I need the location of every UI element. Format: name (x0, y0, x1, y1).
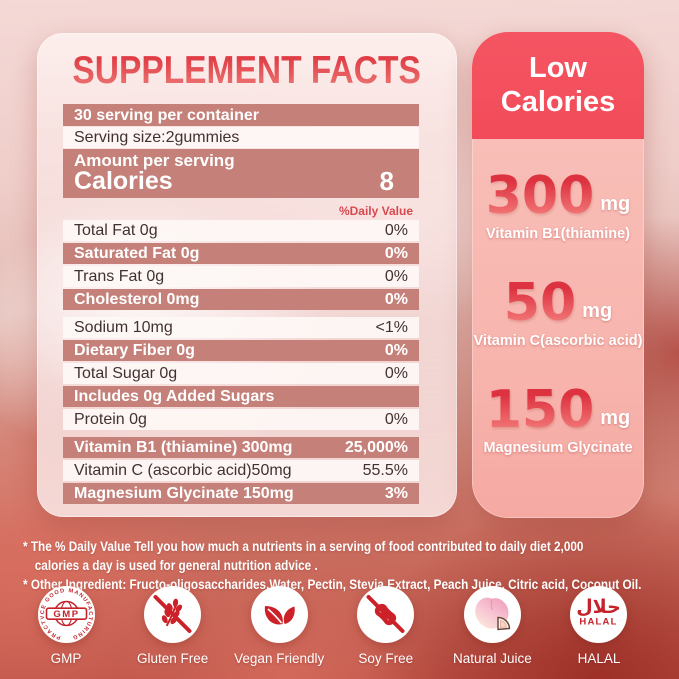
natural-juice-icon (463, 586, 521, 643)
stat-value: 150 (485, 380, 595, 440)
nutrient-label: Vitamin B1 (thiamine) 300mg (74, 439, 293, 456)
badge-label: GMP (50, 651, 82, 666)
badge-gluten-free: Gluten Free (125, 586, 221, 666)
nutrient-row-trans-fat: Trans Fat 0g 0% (63, 266, 419, 287)
serving-size-label: Serving size:2gummies (74, 129, 240, 146)
stat-label: Vitamin B1(thiamine) (486, 226, 630, 242)
low-calories-title: Low Calories (500, 52, 616, 118)
vegan-friendly-icon (250, 586, 308, 643)
stat-value: 300 (485, 166, 595, 226)
badge-vegan-friendly: Vegan Friendly (231, 586, 327, 666)
footnote-daily-value-line1: * The % Daily Value Tell you how much a … (23, 538, 584, 554)
gluten-free-icon (144, 586, 202, 643)
svg-text:HALAL: HALAL (580, 617, 618, 628)
stat-unit: mg (600, 193, 631, 215)
page-title: SUPPLEMENT FACTS (72, 49, 422, 92)
nutrient-value: 0% (384, 268, 408, 285)
stat-vitamin-c: 50 mg Vitamin C(ascorbic acid) (473, 273, 643, 349)
badge-label: Gluten Free (136, 651, 209, 666)
low-calories-header: Low Calories (472, 32, 644, 139)
nutrient-label: Total Sugar 0g (74, 365, 178, 382)
nutrient-row-added-sugars: Includes 0g Added Sugars (63, 386, 419, 407)
supplement-facts-panel: SUPPLEMENT FACTS 30 serving per containe… (37, 33, 457, 517)
stat-value: 50 (503, 273, 577, 333)
svg-text:حلال: حلال (577, 596, 622, 618)
stat-unit: mg (600, 407, 631, 429)
nutrient-value: <1% (375, 319, 408, 336)
amount-per-serving-block: Amount per serving Calories (74, 151, 235, 195)
nutrient-label: Trans Fat 0g (74, 268, 165, 285)
badge-label: Vegan Friendly (234, 651, 325, 666)
stat-vitamin-b1: 300 mg Vitamin B1(thiamine) (485, 166, 631, 242)
nutrient-row-dietary-fiber: Dietary Fiber 0g 0% (63, 340, 419, 361)
stat-magnesium-glycinate: 150 mg Magnesium Glycinate (483, 380, 633, 456)
nutrient-value: 0% (384, 342, 408, 359)
calories-value: 8 (379, 166, 394, 196)
badge-natural-juice: Natural Juice (444, 586, 540, 666)
nutrient-row-sodium: Sodium 10mg <1% (63, 317, 419, 338)
nutrient-row-magnesium-glycinate: Magnesium Glycinate 150mg 3% (63, 483, 419, 504)
nutrient-value: 0% (384, 411, 408, 428)
facts-table: 30 serving per container Serving size:2g… (63, 104, 419, 506)
calories-label: Calories (74, 167, 173, 195)
soy-free-icon (357, 586, 415, 643)
badge-label: Soy Free (358, 651, 414, 666)
nutrient-label: Magnesium Glycinate 150mg (74, 485, 294, 502)
certification-badges: PRACTVCE GOOD MANUFACTURING GMP GMP (0, 586, 679, 666)
nutrient-label: Sodium 10mg (74, 319, 173, 336)
nutrient-row-total-sugar: Total Sugar 0g 0% (63, 363, 419, 384)
nutrient-row-protein: Protein 0g 0% (63, 409, 419, 430)
nutrient-value: 0% (384, 222, 408, 239)
nutrient-row-vitamin-b1: Vitamin B1 (thiamine) 300mg 25,000% (63, 437, 419, 458)
low-calories-panel: Low Calories 300 mg Vitamin B1(thiamine)… (472, 32, 644, 518)
nutrient-label: Total Fat 0g (74, 222, 158, 239)
nutrient-label: Cholesterol 0mg (74, 291, 200, 308)
servings-per-container-label: 30 serving per container (74, 106, 259, 124)
gmp-seal-icon: PRACTVCE GOOD MANUFACTURING GMP (37, 586, 95, 643)
nutrient-label: Includes 0g Added Sugars (74, 388, 275, 405)
stat-label: Vitamin C(ascorbic acid) (473, 333, 643, 349)
nutrient-value: 0% (384, 365, 408, 382)
nutrient-value: 3% (384, 485, 408, 502)
nutrient-value: 0% (384, 291, 408, 308)
svg-text:GMP: GMP (53, 609, 79, 620)
calories-row: Amount per serving Calories 8 (63, 149, 419, 198)
nutrient-row-total-fat: Total Fat 0g 0% (63, 220, 419, 241)
servings-per-container-row: 30 serving per container (63, 104, 419, 126)
footnote-daily-value-line2: calories a day is used for general nutri… (34, 557, 318, 573)
badge-halal: حلال HALAL HALAL (551, 586, 647, 666)
serving-size-row: Serving size:2gummies (63, 127, 419, 148)
nutrient-value: 55.5% (362, 462, 408, 479)
badge-gmp: PRACTVCE GOOD MANUFACTURING GMP GMP (18, 586, 114, 666)
nutrient-row-cholesterol: Cholesterol 0mg 0% (63, 289, 419, 310)
amount-per-serving-label: Amount per serving (74, 151, 235, 170)
nutrient-row-saturated-fat: Saturated Fat 0g 0% (63, 243, 419, 264)
nutrient-value: 0% (384, 245, 408, 262)
badge-label: HALAL (577, 651, 621, 666)
nutrient-value: 25,000% (344, 439, 408, 456)
key-ingredients-list: 300 mg Vitamin B1(thiamine) 50 mg Vitami… (472, 139, 644, 456)
nutrient-row-vitamin-c: Vitamin C (ascorbic acid)50mg 55.5% (63, 460, 419, 481)
stat-label: Magnesium Glycinate (483, 440, 633, 456)
badge-label: Natural Juice (452, 651, 532, 666)
badge-soy-free: Soy Free (338, 586, 434, 666)
nutrient-label: Protein 0g (74, 411, 147, 428)
halal-icon: حلال HALAL (570, 586, 628, 643)
daily-value-header: %Daily Value (338, 204, 413, 218)
nutrient-label: Saturated Fat 0g (74, 245, 200, 262)
nutrient-label: Vitamin C (ascorbic acid)50mg (74, 462, 292, 479)
stat-unit: mg (582, 300, 613, 322)
nutrient-label: Dietary Fiber 0g (74, 342, 195, 359)
